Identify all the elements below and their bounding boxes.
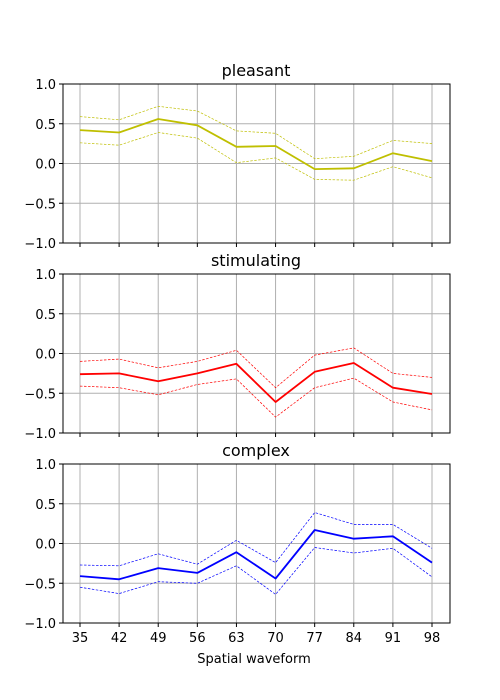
- y-tick-label: 0.0: [35, 348, 56, 363]
- series-line-lower: [79, 547, 433, 595]
- panel-title-complex: complex: [222, 441, 290, 460]
- series-line-mean: [79, 118, 433, 171]
- series-line-upper: [79, 512, 433, 567]
- series-line-mean: [79, 529, 433, 581]
- x-tick-label: 98: [424, 631, 441, 646]
- y-tick-label: −0.5: [24, 387, 56, 402]
- x-tick-label: 91: [385, 631, 402, 646]
- y-tick-label: 1.0: [35, 268, 56, 283]
- x-tick-label: 35: [72, 631, 89, 646]
- y-tick-label: 0.5: [35, 498, 56, 513]
- y-tick-label: 0.5: [35, 118, 56, 133]
- series-line-lower: [79, 132, 433, 181]
- y-tick-label: 0.0: [35, 158, 56, 173]
- y-tick-label: −1.0: [24, 427, 56, 442]
- y-tick-label: −0.5: [24, 577, 56, 592]
- series-line-upper: [79, 105, 433, 160]
- y-tick-label: −1.0: [24, 237, 56, 252]
- x-tick-label: 56: [189, 631, 206, 646]
- panel-title-pleasant: pleasant: [222, 61, 291, 80]
- y-tick-label: 0.0: [35, 538, 56, 553]
- x-tick-label: 63: [228, 631, 245, 646]
- y-tick-label: −0.5: [24, 197, 56, 212]
- x-tick-label: 42: [111, 631, 128, 646]
- panel-complex: complex 1.0 0.5 0.0 −0.5 −1.0 35 42 49 56 63 70 77 8…: [24, 441, 451, 646]
- y-tick-label: 0.5: [35, 308, 56, 323]
- y-tick-label: −1.0: [24, 617, 56, 632]
- x-tick-label: 49: [150, 631, 167, 646]
- series-line-mean: [79, 362, 433, 403]
- x-tick-label: 84: [346, 631, 363, 646]
- x-tick-label: 77: [306, 631, 323, 646]
- y-tick-label: 1.0: [35, 78, 56, 93]
- y-tick-label: 1.0: [35, 458, 56, 473]
- series-line-lower: [79, 377, 433, 418]
- x-axis-label: Spatial waveform: [197, 652, 311, 667]
- panel-title-stimulating: stimulating: [211, 251, 301, 270]
- panel-pleasant: pleasant 1.0 0.5 0.0 −0.5 −1.0: [24, 61, 451, 252]
- panel-stimulating: stimulating 1.0 0.5 0.0 −0.5 −1.0: [24, 251, 451, 442]
- x-tick-label: 70: [267, 631, 284, 646]
